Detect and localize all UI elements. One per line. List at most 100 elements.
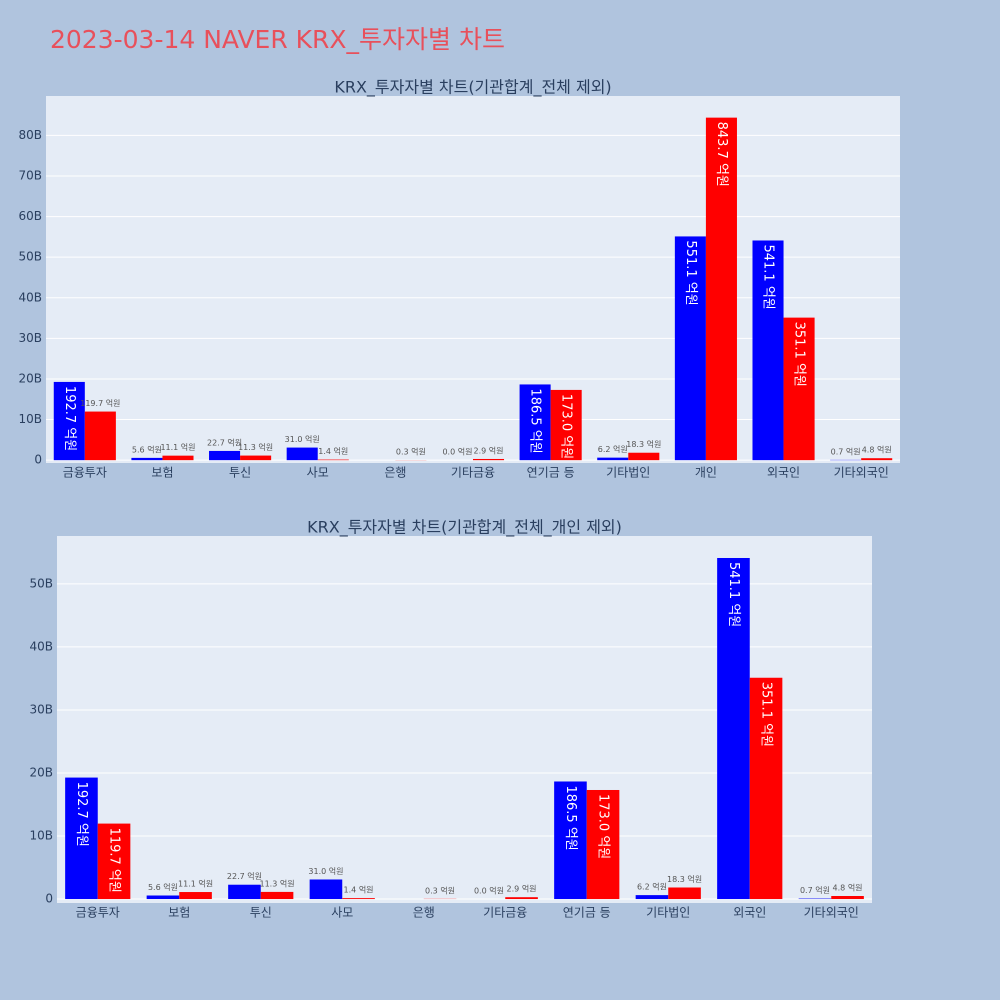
value-label: 0.7 억원 bbox=[831, 446, 861, 456]
value-label: 22.7 억원 bbox=[207, 437, 242, 447]
value-label: 0.0 억원 bbox=[474, 886, 504, 896]
bar bbox=[146, 895, 180, 900]
bar bbox=[597, 457, 629, 461]
x-tick-label: 보험 bbox=[151, 466, 173, 480]
value-label: 5.6 억원 bbox=[148, 882, 178, 892]
bar bbox=[309, 879, 343, 900]
value-label: 186.5 억원 bbox=[528, 388, 543, 453]
value-label: 2.9 억원 bbox=[507, 884, 537, 894]
value-label: 11.3 억원 bbox=[238, 442, 273, 452]
value-label: 351.1 억원 bbox=[792, 322, 807, 387]
y-tick-label: 10B bbox=[18, 412, 42, 426]
value-label: 5.6 억원 bbox=[132, 444, 162, 454]
value-label: 31.0 억원 bbox=[308, 866, 343, 876]
bar bbox=[286, 447, 318, 461]
x-tick-label: 기타법인 bbox=[646, 906, 690, 920]
x-tick-label: 외국인 bbox=[733, 906, 766, 920]
x-tick-label: 보험 bbox=[168, 906, 190, 920]
x-tick-label: 금융투자 bbox=[76, 906, 120, 920]
bar bbox=[752, 240, 784, 461]
y-tick-label: 70B bbox=[18, 168, 42, 182]
y-tick-label: 20B bbox=[18, 371, 42, 385]
value-label: 192.7 억원 bbox=[62, 386, 77, 451]
y-tick-label: 0 bbox=[45, 892, 53, 906]
bar bbox=[228, 884, 261, 900]
value-label: 0.7 억원 bbox=[800, 885, 830, 895]
bar bbox=[131, 457, 163, 461]
x-tick-label: 투신 bbox=[250, 906, 272, 920]
value-label: 351.1 억원 bbox=[759, 682, 774, 747]
page-title: 2023-03-14 NAVER KRX_투자자별 차트 bbox=[50, 25, 505, 54]
value-label: 186.5 억원 bbox=[563, 785, 578, 850]
value-label: 541.1 억원 bbox=[726, 562, 741, 627]
bar bbox=[342, 898, 375, 900]
x-tick-label: 투신 bbox=[229, 466, 251, 480]
bar bbox=[783, 317, 815, 461]
value-label: 6.2 억원 bbox=[598, 444, 628, 454]
value-label: 11.1 억원 bbox=[160, 442, 195, 452]
x-tick-label: 외국인 bbox=[767, 466, 800, 480]
value-label: 11.3 억원 bbox=[260, 878, 295, 888]
value-label: 0.3 억원 bbox=[396, 447, 426, 457]
bar bbox=[550, 389, 582, 461]
y-tick-label: 80B bbox=[18, 128, 42, 142]
value-label: 4.8 억원 bbox=[862, 445, 892, 455]
bar bbox=[65, 777, 98, 900]
value-label: 22.7 억원 bbox=[227, 871, 262, 881]
value-label: 173.0 억원 bbox=[559, 394, 574, 459]
bar bbox=[717, 557, 750, 900]
bar bbox=[674, 236, 706, 461]
chart-title: KRX_투자자별 차트(기관합계_전체_개인 제외) bbox=[307, 518, 622, 538]
value-label: 119.7 억원 bbox=[80, 398, 120, 408]
value-label: 4.8 억원 bbox=[833, 883, 863, 893]
bar bbox=[162, 455, 194, 461]
x-tick-label: 연기금 등 bbox=[563, 906, 611, 920]
value-label: 1.4 억원 bbox=[344, 885, 374, 895]
value-label: 18.3 억원 bbox=[667, 874, 702, 884]
chart-title: KRX_투자자별 차트(기관합계_전체 제외) bbox=[334, 78, 611, 98]
bar bbox=[53, 381, 85, 461]
x-tick-label: 개인 bbox=[695, 466, 717, 480]
value-label: 18.3 억원 bbox=[626, 439, 661, 449]
bar bbox=[317, 459, 349, 461]
bar bbox=[473, 458, 505, 461]
x-tick-label: 은행 bbox=[413, 905, 435, 920]
value-label: 192.7 억원 bbox=[74, 782, 89, 847]
x-tick-label: 은행 bbox=[384, 465, 406, 480]
y-tick-label: 30B bbox=[29, 702, 53, 716]
value-label: 541.1 억원 bbox=[761, 244, 776, 309]
y-tick-label: 50B bbox=[29, 576, 53, 590]
value-label: 1.4 억원 bbox=[318, 446, 348, 456]
value-label: 173.0 억원 bbox=[596, 794, 611, 859]
y-tick-label: 40B bbox=[29, 639, 53, 653]
value-label: 11.1 억원 bbox=[178, 879, 213, 889]
value-label: 119.7 억원 bbox=[107, 828, 122, 893]
bar bbox=[628, 452, 660, 461]
bar bbox=[586, 789, 620, 900]
bar bbox=[209, 450, 241, 461]
x-tick-label: 연기금 등 bbox=[527, 466, 575, 480]
y-tick-label: 40B bbox=[18, 290, 42, 304]
value-label: 551.1 억원 bbox=[683, 240, 698, 305]
bar bbox=[861, 458, 893, 461]
bar bbox=[179, 892, 212, 900]
bar bbox=[260, 891, 294, 900]
bar bbox=[749, 677, 783, 900]
value-label: 843.7 억원 bbox=[714, 122, 729, 187]
y-tick-label: 30B bbox=[18, 331, 42, 345]
x-tick-label: 사모 bbox=[307, 466, 329, 480]
bar bbox=[240, 455, 272, 461]
bar bbox=[705, 117, 737, 461]
x-tick-label: 사모 bbox=[331, 906, 353, 920]
value-label: 31.0 억원 bbox=[285, 434, 320, 444]
value-label: 6.2 억원 bbox=[637, 882, 667, 892]
x-tick-label: 기타금융 bbox=[483, 906, 527, 920]
bar bbox=[84, 411, 116, 461]
bar bbox=[505, 897, 538, 900]
x-tick-label: 기타금융 bbox=[451, 466, 495, 480]
x-tick-label: 기타법인 bbox=[606, 466, 650, 480]
x-tick-label: 금융투자 bbox=[63, 466, 107, 480]
value-label: 2.9 억원 bbox=[474, 445, 504, 455]
bar bbox=[635, 895, 669, 900]
value-label: 0.3 억원 bbox=[425, 885, 455, 895]
